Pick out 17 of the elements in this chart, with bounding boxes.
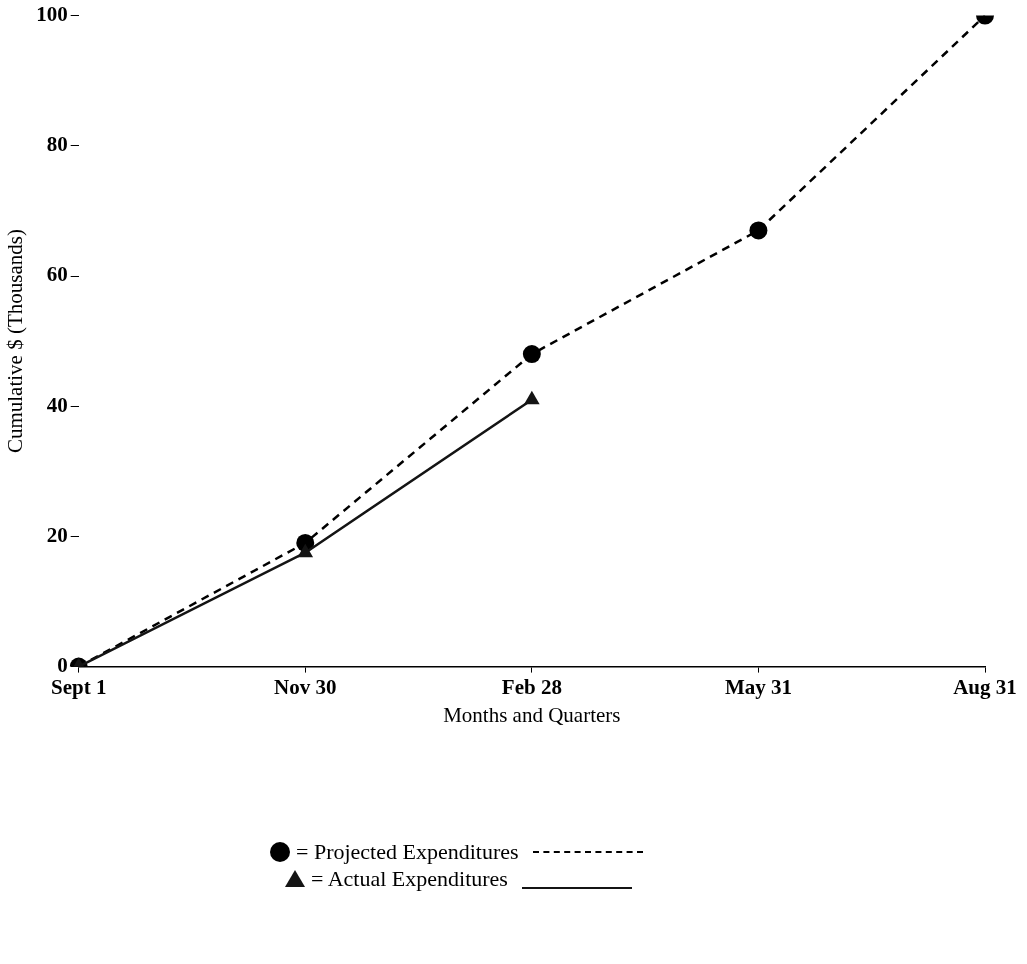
y-tick-label: 100: [36, 2, 68, 27]
legend-label: = Actual Expenditures: [311, 865, 508, 892]
y-tick-label: 60: [46, 262, 68, 287]
x-tick-label: Feb 28: [501, 674, 562, 699]
point: [522, 345, 541, 364]
y-tick-label: 20: [46, 522, 68, 547]
legend-label: = Projected Expenditures: [296, 838, 519, 865]
y-tick-label: 40: [46, 392, 68, 417]
point: [524, 390, 540, 405]
point: [297, 543, 314, 558]
x-axis-title: Months and Quarters: [443, 702, 621, 727]
y-tick-label: 80: [46, 132, 68, 157]
x-tick-label: May 31: [724, 674, 792, 699]
y-axis-title: Cumulative $ (Thousands): [3, 229, 28, 454]
point: [749, 221, 768, 240]
x-tick-label: Aug 31: [953, 674, 1017, 699]
x-tick-label: Nov 30: [274, 674, 337, 699]
